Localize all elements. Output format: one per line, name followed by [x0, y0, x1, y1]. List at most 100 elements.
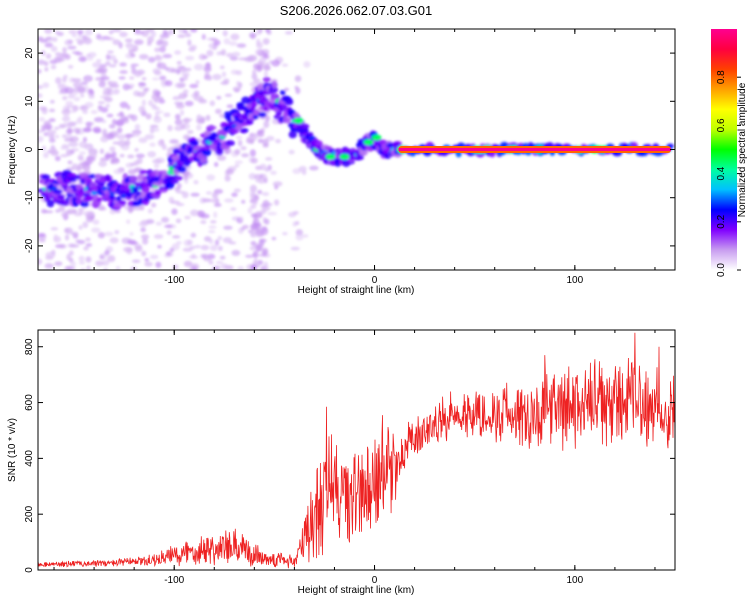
heatmap-cell [185, 55, 195, 61]
heatmap-cell [284, 31, 293, 35]
heatmap-cell [228, 41, 238, 46]
heatmap-cell [66, 253, 71, 261]
heatmap-cell [181, 191, 189, 199]
heatmap-cell [153, 128, 160, 132]
heatmap-cell [48, 118, 56, 123]
heatmap-cell [72, 232, 78, 237]
heatmap-cell [65, 123, 73, 129]
heatmap-cell [213, 211, 218, 219]
heatmap-cell [249, 189, 256, 198]
heatmap-cell [146, 41, 152, 46]
heatmap-cell [154, 47, 161, 53]
heatmap-cell [189, 209, 199, 217]
heatmap-cell [118, 76, 126, 80]
heatmap-cell [44, 210, 54, 214]
heatmap-cell [208, 230, 216, 234]
heatmap-cell [256, 38, 261, 46]
heatmap-cell [222, 237, 233, 244]
heatmap-cell [290, 246, 300, 251]
heatmap-cell [105, 103, 110, 109]
heatmap-cell [272, 93, 279, 100]
heatmap-cell [295, 87, 301, 95]
heatmap-cell [109, 208, 116, 215]
heatmap-cell [136, 157, 143, 165]
heatmap-cell [235, 135, 243, 140]
heatmap-cell [270, 170, 277, 175]
heatmap-cell [182, 29, 188, 34]
heatmap-cell [248, 32, 257, 39]
heatmap-cell [210, 132, 218, 138]
heatmap-cell [241, 199, 246, 204]
heatmap-cell [161, 216, 170, 223]
snr-panel: -100 0 100 0 200 400 600 800 Height of straight… [7, 329, 676, 596]
colorbar-tick-label: 0.4 [716, 166, 727, 180]
heatmap-cell [215, 261, 224, 265]
heatmap-cell [209, 244, 218, 252]
heatmap-cell [235, 70, 242, 76]
heatmap-cell [174, 113, 181, 120]
heatmap-cell [237, 139, 243, 147]
heatmap-cell [219, 113, 225, 118]
heatmap-cell [258, 112, 267, 118]
heatmap-cell [149, 142, 156, 147]
heatmap-cell [181, 118, 192, 123]
heatmap-cell [139, 205, 145, 211]
heatmap-cell [230, 207, 237, 211]
heatmap-cell [169, 247, 175, 253]
heatmap-cell [45, 251, 56, 259]
y-tick-label: -10 [24, 190, 35, 205]
heatmap-cell [257, 138, 264, 144]
heatmap-cell [77, 208, 85, 212]
heatmap-cell [148, 99, 154, 107]
heatmap-cell [263, 120, 270, 129]
heatmap-cell [226, 168, 234, 175]
heatmap-cell [155, 261, 162, 269]
heatmap-cell [61, 211, 69, 218]
colorbar-ticks: 0.0 0.2 0.4 0.6 0.8 [716, 70, 741, 277]
heatmap-cell [265, 115, 270, 122]
heatmap-cell [233, 188, 241, 193]
heatmap-cell [38, 69, 42, 74]
spectrogram-heatmap [38, 29, 674, 270]
heatmap-cell [228, 241, 237, 245]
heatmap-cell [75, 239, 81, 244]
heatmap-cell [223, 111, 234, 117]
heatmap-cell [159, 45, 166, 53]
heatmap-cell [238, 216, 244, 221]
heatmap-cell [141, 250, 147, 257]
heatmap-cell [182, 173, 188, 181]
y-tick-label: 0 [24, 567, 35, 573]
heatmap-cell [78, 255, 85, 262]
heatmap-cell [216, 95, 222, 100]
heatmap-cell [211, 198, 218, 204]
heatmap-cell [203, 255, 212, 262]
heatmap-cell [53, 188, 63, 195]
heatmap-cell [149, 124, 159, 128]
heatmap-cell [288, 149, 295, 155]
heatmap-cell [220, 263, 228, 270]
heatmap-cell [176, 82, 185, 89]
heatmap-cell [124, 139, 131, 146]
heatmap-cell [205, 114, 211, 122]
heatmap-cell [261, 173, 268, 182]
heatmap-cell [252, 114, 259, 120]
heatmap-cell [83, 165, 90, 173]
heatmap-cell [214, 239, 220, 246]
heatmap-cell [88, 88, 93, 93]
heatmap-cell [41, 145, 47, 152]
heatmap-cell [43, 120, 51, 127]
heatmap-cell [234, 164, 240, 168]
heatmap-cell [172, 235, 181, 239]
heatmap-cell [293, 117, 304, 124]
heatmap-cell [78, 156, 85, 162]
heatmap-cell [80, 200, 89, 208]
heatmap-cell [190, 232, 197, 238]
heatmap-cell [86, 216, 94, 223]
heatmap-cell [57, 194, 65, 200]
snr-x-label: Height of straight line (km) [298, 585, 415, 596]
heatmap-cell [54, 261, 63, 266]
heatmap-cell [299, 123, 310, 130]
heatmap-cell [184, 215, 191, 220]
